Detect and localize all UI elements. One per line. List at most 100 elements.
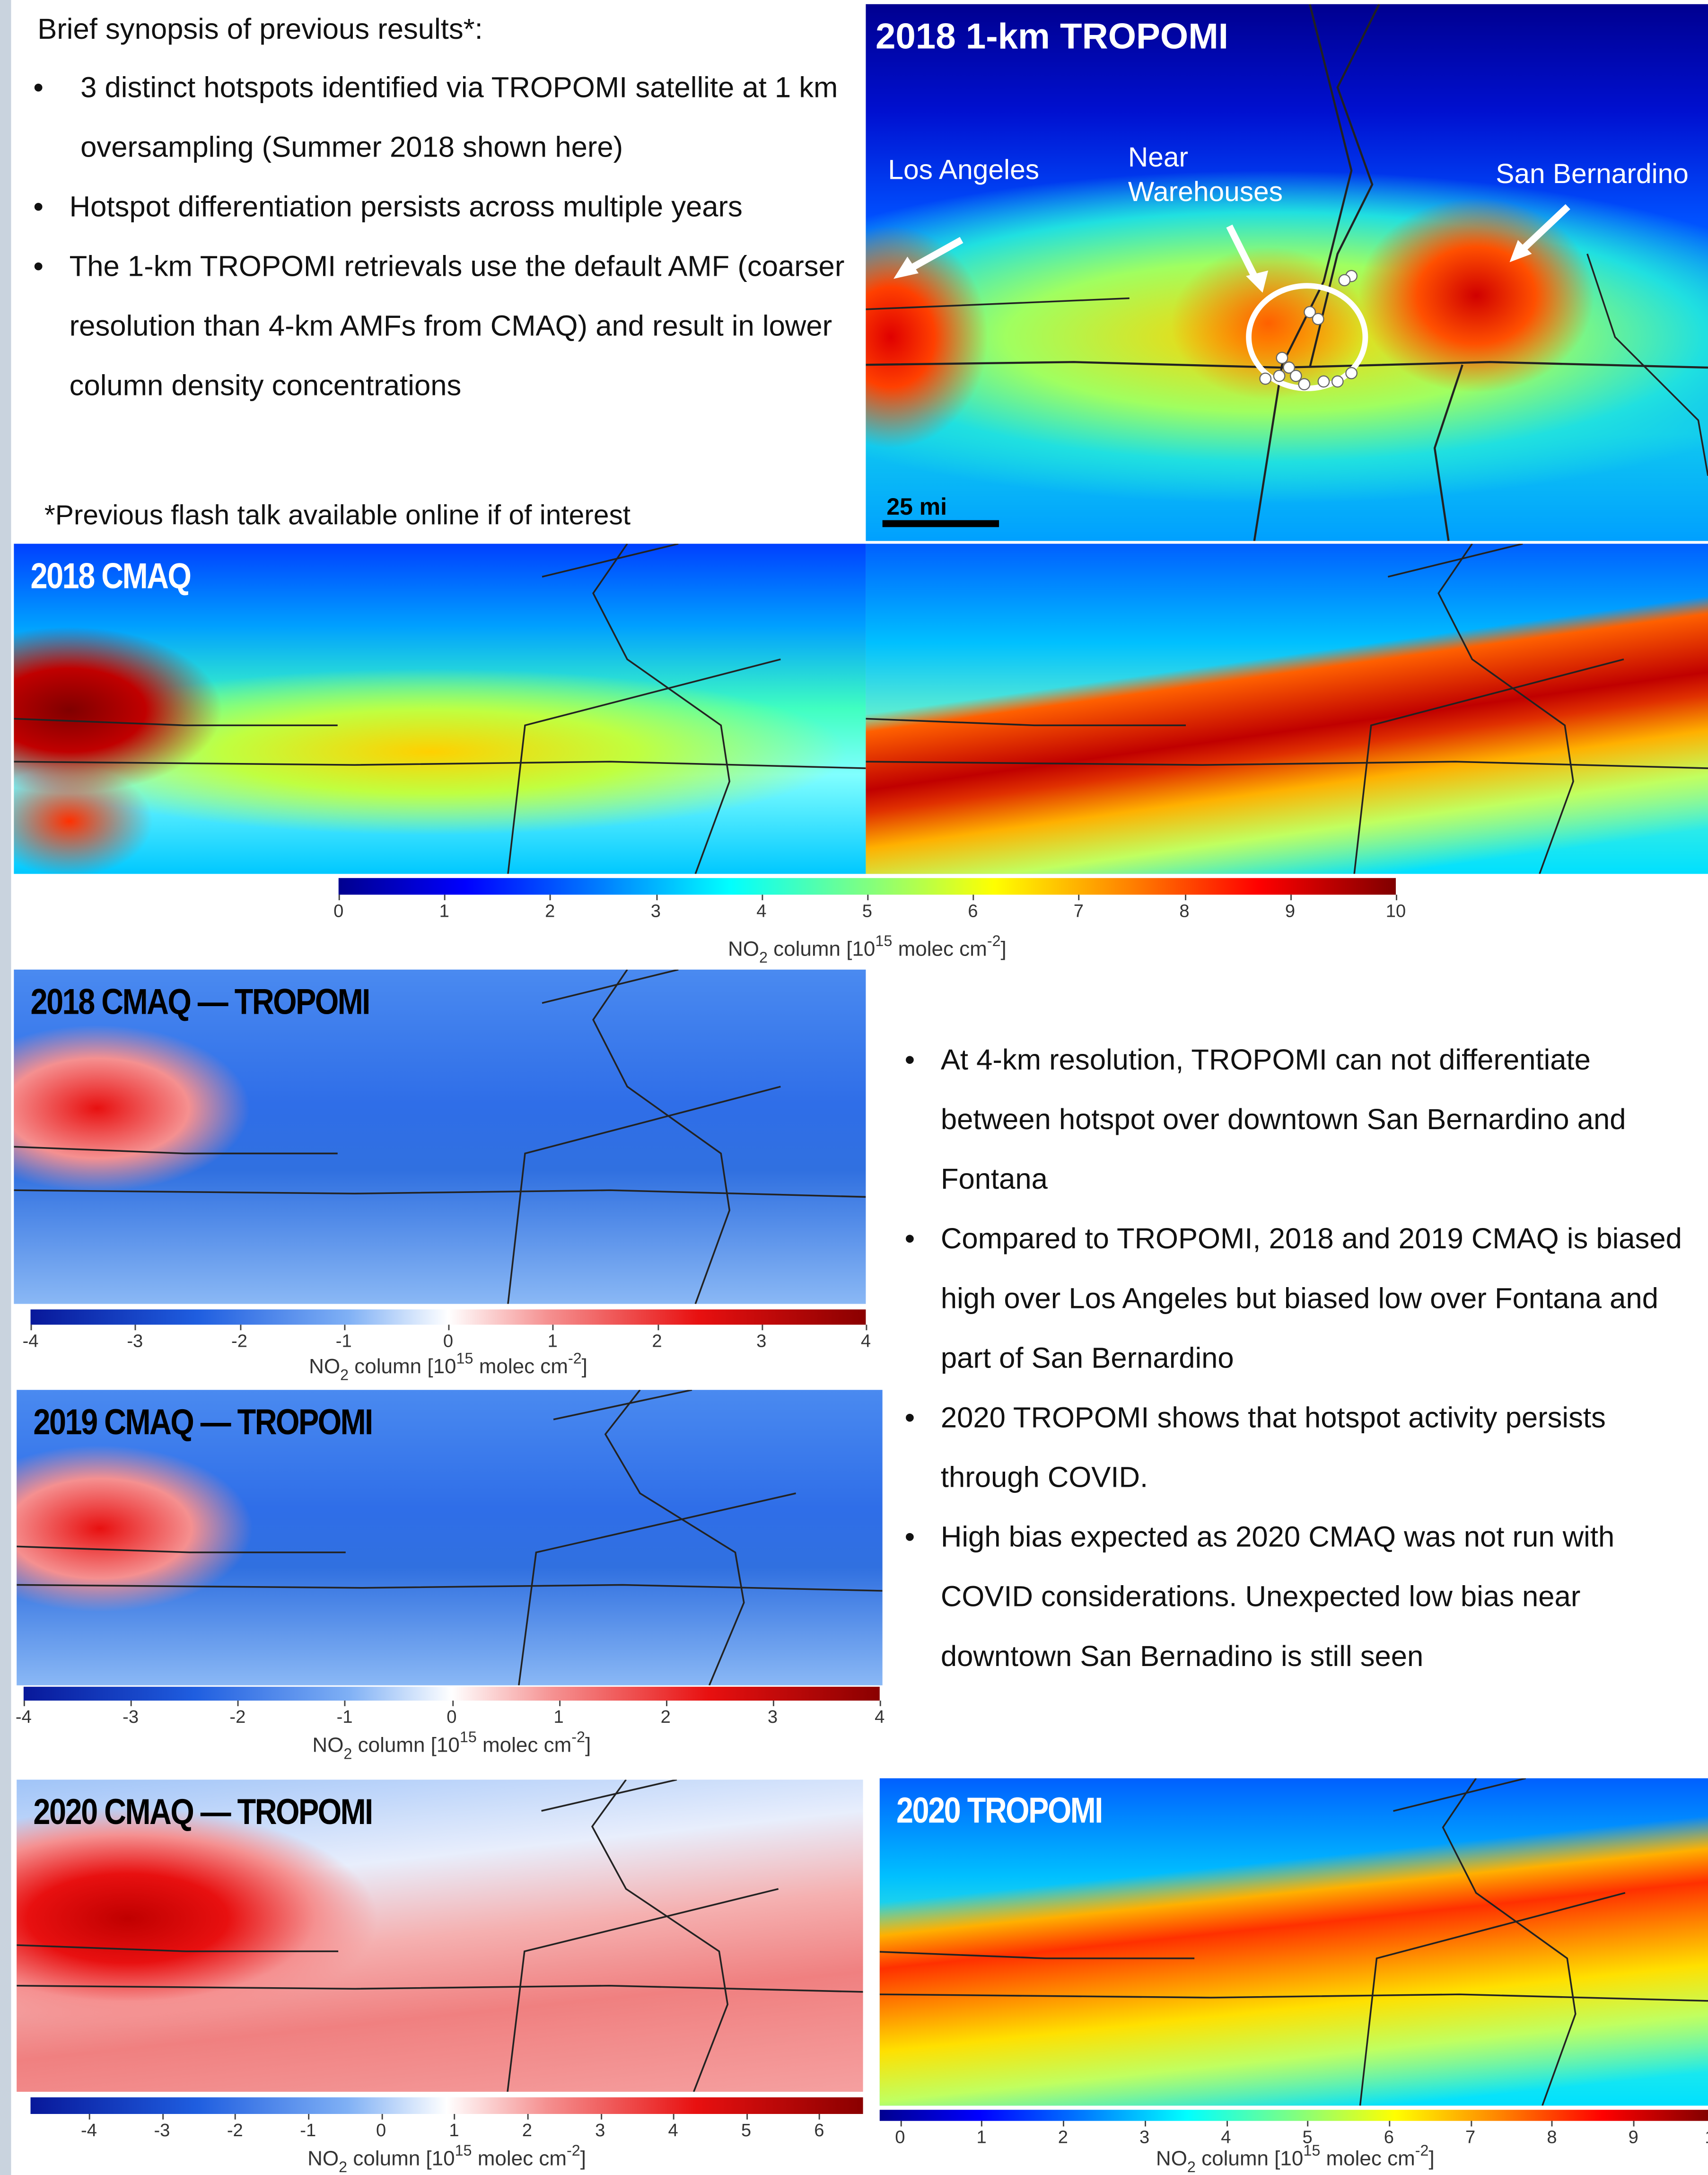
tick-label: -4	[16, 1706, 32, 1727]
map-title: 2018 1-km TROPOMI	[876, 15, 1228, 58]
tick-label: 0	[443, 1330, 453, 1351]
tick-mark	[237, 1701, 239, 1706]
label-part: NO	[1156, 2147, 1187, 2171]
tick-mark	[24, 1701, 25, 1706]
tick-label: 8	[1547, 2126, 1557, 2147]
tick-label: 9	[1629, 2126, 1638, 2147]
tick-label: 3	[756, 1330, 766, 1351]
tick-label: 2	[522, 2120, 532, 2140]
tick-mark	[31, 1324, 32, 1330]
tick-mark	[673, 2114, 674, 2120]
tick-mark	[746, 2114, 748, 2120]
tick-mark	[550, 895, 552, 900]
tick-mark	[381, 2114, 383, 2120]
tick-mark	[345, 1701, 346, 1706]
panel-title: 2018 CMAQ — TROPOMI	[31, 981, 369, 1024]
tick-label: 10	[1386, 900, 1406, 921]
label-part: column [10	[349, 1355, 456, 1379]
colorbar-gradient	[31, 2097, 863, 2114]
tick-label: 1	[439, 900, 449, 921]
map-panel: 2020 CMAQ — TROPOMI	[17, 1780, 863, 2092]
tick-mark	[762, 895, 763, 900]
tick-label: -3	[154, 2120, 170, 2140]
tick-label: 1	[553, 1706, 563, 1727]
tick-label: -3	[127, 1330, 143, 1351]
tick-mark	[308, 2114, 309, 2120]
tick-mark	[559, 1701, 560, 1706]
tick-label: 3	[1139, 2126, 1149, 2147]
tick-mark	[239, 1324, 241, 1330]
colorbar-gradient	[24, 1687, 880, 1701]
panel-title: 2020 CMAQ — TROPOMI	[33, 1791, 372, 1834]
tick-label: 7	[1465, 2126, 1475, 2147]
tick-mark	[552, 1324, 554, 1330]
tick-mark	[135, 1324, 136, 1330]
tick-mark	[1396, 895, 1397, 900]
colorbar-gradient	[880, 2110, 1708, 2121]
tick-label: -2	[229, 1706, 245, 1727]
tick-label: -2	[227, 2120, 243, 2140]
bullet: Hotspot differentiation persists across …	[14, 177, 846, 237]
label-part: 2	[340, 1368, 349, 1384]
label-part: ]	[1428, 2147, 1434, 2171]
tick-label: 2	[545, 900, 555, 921]
colorbar	[880, 2110, 1708, 2121]
tick-label: -4	[23, 1330, 39, 1351]
tick-mark	[162, 2114, 163, 2120]
tick-label: 4	[756, 900, 766, 921]
label-part: column [10	[1196, 2147, 1303, 2171]
tick-label: 4	[668, 2120, 678, 2140]
tick-mark	[1226, 2121, 1227, 2127]
label-part: 15	[875, 934, 892, 950]
tick-label: 5	[862, 900, 872, 921]
label-part: -2	[1415, 2143, 1429, 2160]
label-part: NO	[309, 1355, 340, 1379]
poster: Brief synopsis of previous results*: 3 d…	[0, 0, 1708, 2175]
tick-label: 0	[376, 2120, 386, 2140]
bullet: At 4-km resolution, TROPOMI can not diff…	[885, 1031, 1704, 1210]
tick-mark	[527, 2114, 528, 2120]
tropomi-1km-map: 2018 1-km TROPOMI Los Angeles Near Wareh…	[866, 4, 1708, 541]
tick-label: 1	[449, 2120, 459, 2140]
scale-bar-label: 25 mi	[886, 494, 947, 522]
label-part: 2	[343, 1746, 352, 1763]
tick-mark	[666, 1701, 667, 1706]
tick-label: 0	[447, 1706, 456, 1727]
tick-label: 9	[1285, 900, 1295, 921]
synopsis-list: 3 distinct hotspots identified via TROPO…	[14, 58, 846, 416]
label-part: NO	[728, 938, 759, 961]
label-part: 15	[1303, 2143, 1320, 2160]
tick-label: 2	[661, 1706, 671, 1727]
tick-label: -4	[81, 2120, 97, 2140]
map-label: Near Warehouses	[1128, 141, 1308, 211]
label-part: ]	[582, 1355, 587, 1379]
tick-label: 2	[652, 1330, 662, 1351]
label-part: 15	[456, 1351, 473, 1368]
road-overlay	[866, 544, 1708, 874]
colorbar	[339, 878, 1396, 895]
tick-mark	[1290, 895, 1291, 900]
bullet: High bias expected as 2020 CMAQ was not …	[885, 1508, 1704, 1687]
label-part: molec cm	[477, 1734, 571, 1758]
tick-label: 5	[741, 2120, 751, 2140]
tick-mark	[235, 2114, 236, 2120]
colorbar-label: NO2 column [1015 molec cm-2]	[309, 1351, 587, 1384]
label-part: -2	[571, 1730, 585, 1746]
label-part: molec cm	[1320, 2147, 1415, 2171]
panel-title: 2019 CMAQ — TROPOMI	[33, 1401, 372, 1444]
tick-mark	[339, 895, 340, 900]
tick-mark	[1145, 2121, 1146, 2127]
tick-mark	[880, 1701, 881, 1706]
tick-label: 6	[968, 900, 978, 921]
label-part: ]	[585, 1734, 591, 1758]
label-part: 15	[455, 2143, 472, 2160]
tick-mark	[1078, 895, 1080, 900]
map-panel: 2018 CMAQ	[14, 544, 866, 874]
label-part: 2	[1187, 2160, 1196, 2175]
tick-mark	[454, 2114, 455, 2120]
label-part: molec cm	[892, 938, 987, 961]
bullet: The 1-km TROPOMI retrievals use the defa…	[14, 237, 846, 416]
label-part: column [10	[347, 2147, 455, 2171]
tick-label: -1	[300, 2120, 316, 2140]
bullet: 3 distinct hotspots identified via TROPO…	[14, 58, 846, 177]
